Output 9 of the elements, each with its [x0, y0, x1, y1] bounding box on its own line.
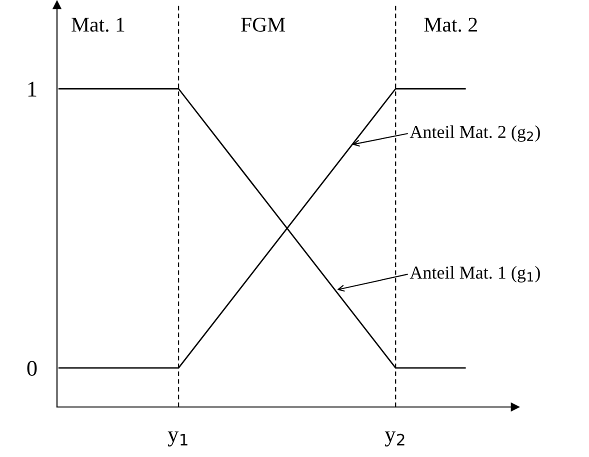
- annotation: Mat. 1: [72, 18, 124, 32]
- annotation: Anteil Mat. 2 (g$_{2}$): [410, 125, 540, 142]
- y-tick-label: 0: [27, 360, 37, 376]
- annotation: Mat. 2: [424, 18, 477, 32]
- x-tick-label: y$_{2}$: [384, 431, 404, 446]
- x-tick-label: y$_{1}$: [168, 431, 188, 446]
- annotation: FGM: [241, 18, 286, 32]
- annotation: Anteil Mat. 1 (g$_{1}$): [410, 266, 540, 282]
- y-tick-label: 1: [28, 82, 36, 96]
